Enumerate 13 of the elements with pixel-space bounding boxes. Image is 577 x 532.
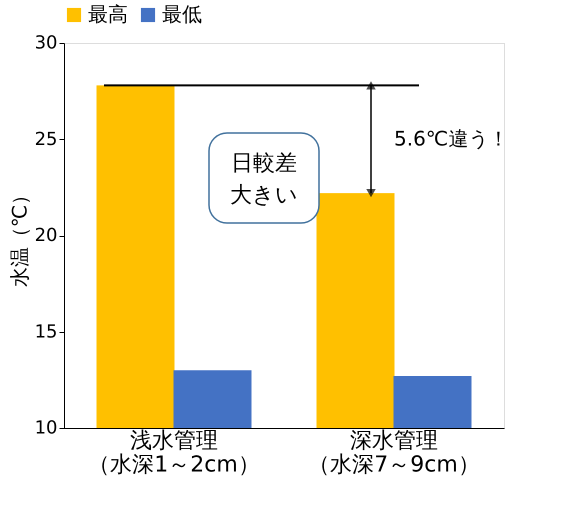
x-tick-label: 浅水管理（水深1～2cm） <box>88 428 260 478</box>
legend-label: 最高 <box>88 2 128 26</box>
annotation: 日較差 <box>231 151 297 176</box>
y-axis-title: 水温（℃） <box>8 184 32 288</box>
y-tick-label: 30 <box>34 32 58 54</box>
annotation: 5.6℃違う！ <box>394 126 508 150</box>
x-tick-label: 深水管理（水深7～9cm） <box>308 428 480 478</box>
y-tick-label: 15 <box>34 321 58 342</box>
legend-label: 最低 <box>162 2 202 26</box>
y-tick-label: 10 <box>34 418 58 438</box>
annotation: 大きい <box>230 183 298 208</box>
y-tick-label: 20 <box>34 225 58 246</box>
y-tick-label: 25 <box>34 128 58 150</box>
